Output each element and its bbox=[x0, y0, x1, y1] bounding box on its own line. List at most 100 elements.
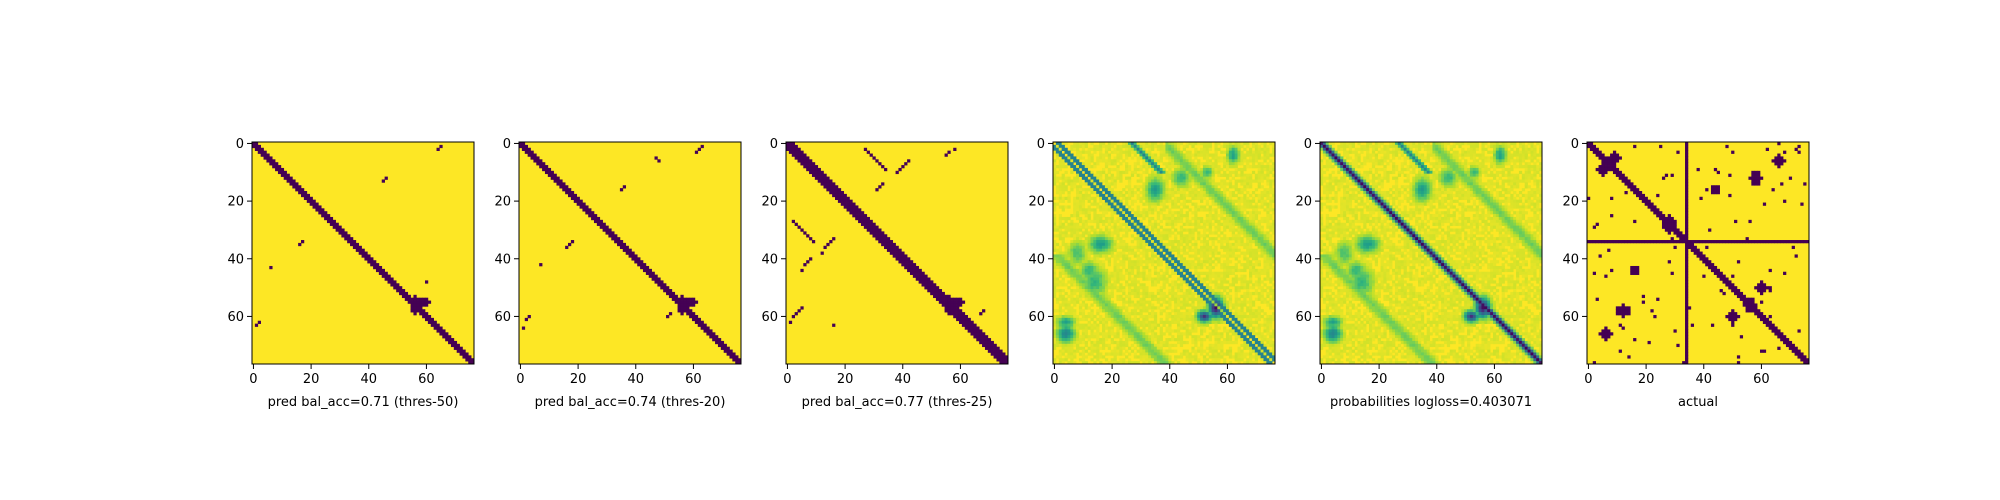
heatmap-cell bbox=[1234, 142, 1238, 146]
heatmap-cell bbox=[1234, 314, 1238, 319]
heatmap-cell bbox=[1176, 289, 1181, 293]
heatmap-cell bbox=[1099, 300, 1103, 304]
heatmap-cell bbox=[1073, 260, 1077, 264]
heatmap-cell bbox=[1257, 329, 1261, 333]
heatmap-cell bbox=[1133, 237, 1137, 241]
heatmap-cell bbox=[1269, 153, 1273, 157]
heatmap-cell bbox=[1240, 323, 1244, 327]
heatmap-cell bbox=[1266, 231, 1270, 235]
heatmap-cell bbox=[1061, 237, 1065, 241]
heatmap-cell bbox=[794, 144, 798, 149]
heatmap-cell bbox=[1125, 257, 1129, 261]
heatmap-cell bbox=[1104, 219, 1109, 224]
heatmap-cell bbox=[1234, 291, 1238, 296]
heatmap-cell bbox=[1202, 150, 1207, 154]
heatmap-cell bbox=[1113, 312, 1117, 316]
heatmap-cell bbox=[1076, 268, 1080, 273]
heatmap-cell bbox=[1064, 251, 1068, 255]
heatmap-cell bbox=[1127, 332, 1132, 336]
heatmap-cell bbox=[1084, 144, 1088, 149]
heatmap-cell bbox=[970, 326, 974, 330]
heatmap-cell bbox=[1122, 228, 1126, 232]
heatmap-cell bbox=[1225, 159, 1230, 163]
heatmap-cell bbox=[1223, 254, 1227, 258]
heatmap-cell bbox=[1136, 188, 1140, 192]
heatmap-cell bbox=[1102, 242, 1106, 247]
heatmap-cell bbox=[788, 147, 793, 151]
heatmap-cell bbox=[689, 300, 693, 304]
heatmap-cell bbox=[347, 240, 351, 244]
heatmap-cell bbox=[1179, 294, 1184, 299]
heatmap-cell bbox=[1110, 248, 1114, 252]
heatmap-cell bbox=[700, 320, 704, 324]
heatmap-cell bbox=[1217, 309, 1221, 313]
heatmap-cell bbox=[1240, 240, 1244, 244]
heatmap-cell bbox=[1251, 329, 1256, 333]
heatmap-cell bbox=[1185, 312, 1189, 316]
heatmap-cell bbox=[309, 196, 313, 201]
heatmap-cell bbox=[878, 231, 882, 235]
heatmap-cell bbox=[266, 156, 270, 160]
heatmap-cell bbox=[596, 222, 601, 226]
heatmap-cell bbox=[1234, 312, 1238, 316]
heatmap-cell bbox=[1125, 231, 1129, 235]
heatmap-cell bbox=[1197, 208, 1201, 212]
heatmap-cell bbox=[1185, 326, 1189, 330]
heatmap-cell bbox=[1214, 196, 1218, 201]
heatmap-cell bbox=[990, 343, 994, 348]
heatmap-cell bbox=[1243, 335, 1247, 339]
heatmap-cell bbox=[817, 179, 821, 183]
heatmap-cell bbox=[1151, 254, 1155, 258]
heatmap-cell bbox=[852, 211, 856, 215]
heatmap-cell bbox=[1168, 320, 1172, 324]
heatmap-cell bbox=[786, 142, 790, 146]
heatmap-cell bbox=[1078, 297, 1083, 301]
heatmap-cell bbox=[1070, 225, 1074, 229]
heatmap-cell bbox=[298, 185, 302, 189]
heatmap-cell bbox=[1200, 326, 1204, 330]
heatmap-cell bbox=[1107, 335, 1112, 339]
heatmap-cell bbox=[1272, 222, 1276, 226]
heatmap-cell bbox=[1053, 268, 1057, 273]
heatmap-cell bbox=[817, 170, 821, 175]
heatmap-cell bbox=[1269, 277, 1273, 281]
heatmap-cell bbox=[1104, 326, 1109, 330]
heatmap-cell bbox=[1116, 320, 1120, 324]
heatmap-cell bbox=[404, 294, 409, 299]
heatmap-cell bbox=[668, 312, 673, 316]
heatmap-cell bbox=[1179, 332, 1184, 336]
heatmap-cell bbox=[1176, 312, 1181, 316]
heatmap-cell bbox=[1102, 153, 1106, 157]
heatmap-cell bbox=[1211, 170, 1215, 175]
heatmap-cell bbox=[1073, 289, 1077, 293]
heatmap-cell bbox=[1254, 211, 1259, 215]
heatmap-cell bbox=[539, 165, 543, 169]
heatmap-cell bbox=[1194, 263, 1198, 267]
heatmap-cell bbox=[1125, 280, 1129, 284]
heatmap-cell bbox=[1263, 231, 1267, 235]
heatmap-cell bbox=[720, 346, 725, 350]
heatmap-cell bbox=[1223, 162, 1227, 166]
heatmap-cell bbox=[788, 150, 793, 154]
heatmap-cell bbox=[1139, 309, 1143, 313]
heatmap-cell bbox=[1125, 283, 1129, 287]
heatmap-cell bbox=[1254, 268, 1259, 273]
heatmap-cell bbox=[1214, 314, 1218, 319]
heatmap-cell bbox=[1176, 297, 1181, 301]
heatmap-cell bbox=[1266, 222, 1270, 226]
heatmap-cell bbox=[1151, 257, 1155, 261]
heatmap-cell bbox=[1257, 205, 1261, 209]
heatmap-cell bbox=[1217, 156, 1221, 160]
heatmap-cell bbox=[1194, 245, 1198, 250]
heatmap-cell bbox=[1269, 320, 1273, 324]
heatmap-cell bbox=[1263, 153, 1267, 157]
heatmap-cell bbox=[1076, 314, 1080, 319]
heatmap-cell bbox=[1231, 150, 1235, 154]
heatmap-cell bbox=[1113, 274, 1117, 278]
heatmap-cell bbox=[1125, 202, 1129, 206]
heatmap-cell bbox=[361, 254, 365, 258]
heatmap-cell bbox=[866, 225, 870, 229]
heatmap-cell bbox=[1099, 234, 1103, 238]
heatmap-cell bbox=[806, 165, 810, 169]
heatmap-cell bbox=[1076, 150, 1080, 154]
